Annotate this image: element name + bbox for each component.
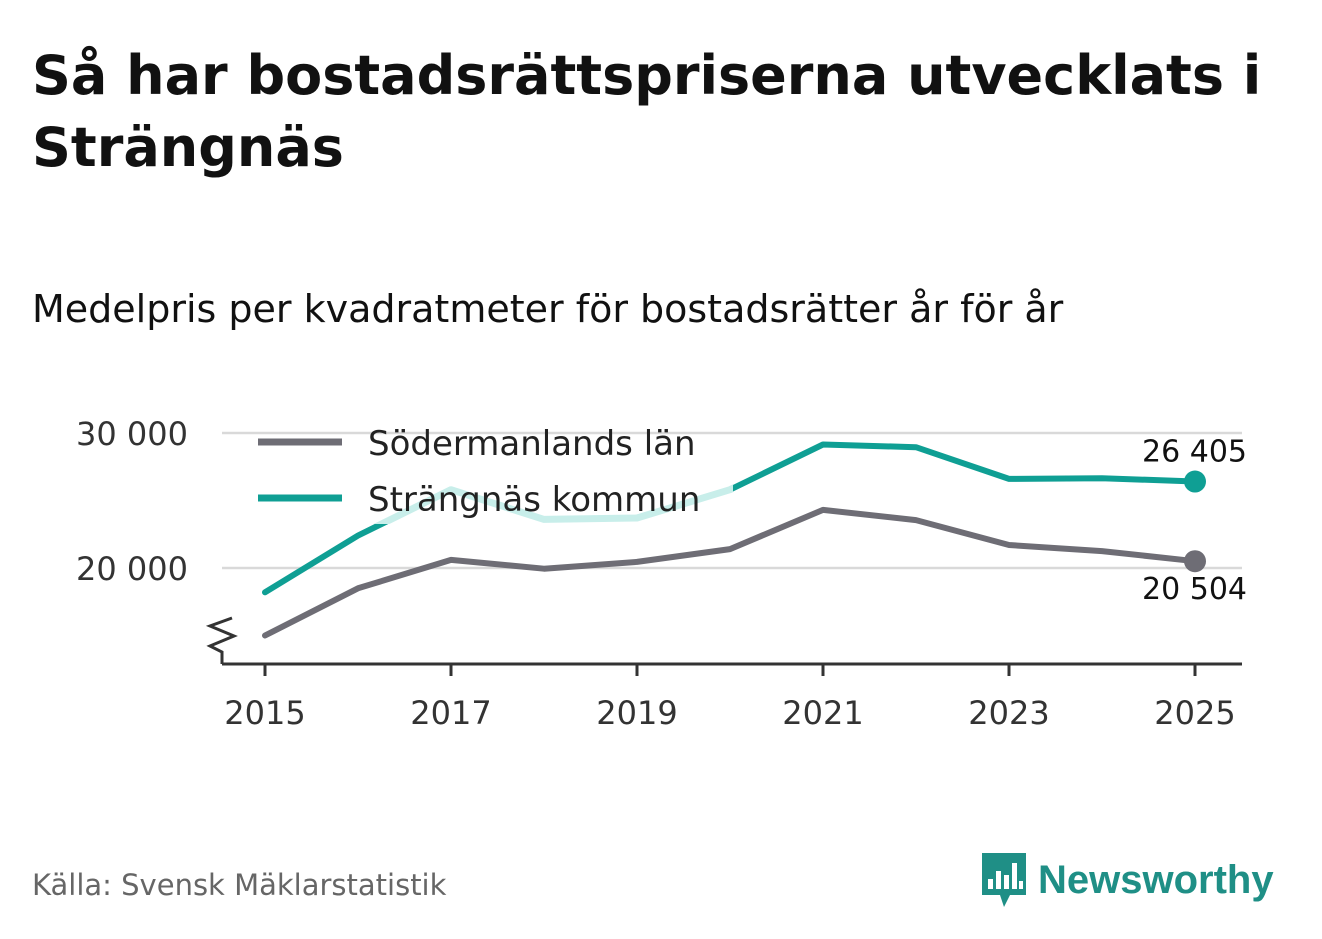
grid-lines: [222, 431, 1242, 570]
end-labels: 26 405 20 504: [1142, 435, 1247, 608]
legend-label-kommun: Strängnäs kommun: [368, 480, 700, 520]
x-tick-label-2021: 2021: [782, 694, 863, 732]
source-note: Källa: Svensk Mäklarstatistik: [32, 868, 447, 902]
series-lines: [262, 441, 1206, 639]
chart-subtitle: Medelpris per kvadratmeter för bostadsrä…: [32, 287, 1064, 331]
y-tick-label-20000: 20 000: [76, 550, 188, 588]
x-tick-label-2015: 2015: [224, 694, 305, 732]
series-1-point-2025: [1184, 470, 1206, 493]
y-tick-label-30000: 30 000: [76, 415, 188, 453]
chart-title: Så har bostadsrättspriserna utvecklats i…: [32, 44, 1262, 179]
series-line-1-faded: [373, 484, 733, 524]
line-chart: 20 000 30 000 2015 2017 2019 2021 2023 2025 26…: [76, 415, 1247, 732]
newsworthy-logo: Newsworthy: [980, 850, 1274, 910]
end-label-kommun: 26 405: [1142, 435, 1247, 470]
brand-name: Newsworthy: [1038, 857, 1274, 902]
end-label-lan: 20 504: [1142, 572, 1247, 607]
series-0-point-2025: [1184, 550, 1206, 573]
x-tick-label-2019: 2019: [596, 694, 677, 732]
x-tick-label-2017: 2017: [410, 694, 491, 732]
series-line-0: [262, 506, 1198, 639]
newsworthy-icon: [982, 853, 1026, 907]
legend: Södermanlands län Strängnäs kommun: [258, 424, 700, 520]
x-tick-label-2025: 2025: [1154, 694, 1235, 732]
y-axis-break-icon: [205, 616, 238, 664]
y-axis-ticks: 20 000 30 000: [76, 415, 188, 588]
x-tick-label-2023: 2023: [968, 694, 1049, 732]
legend-label-lan: Södermanlands län: [368, 424, 696, 464]
x-axis: 2015 2017 2019 2021 2023 2025: [205, 616, 1242, 732]
